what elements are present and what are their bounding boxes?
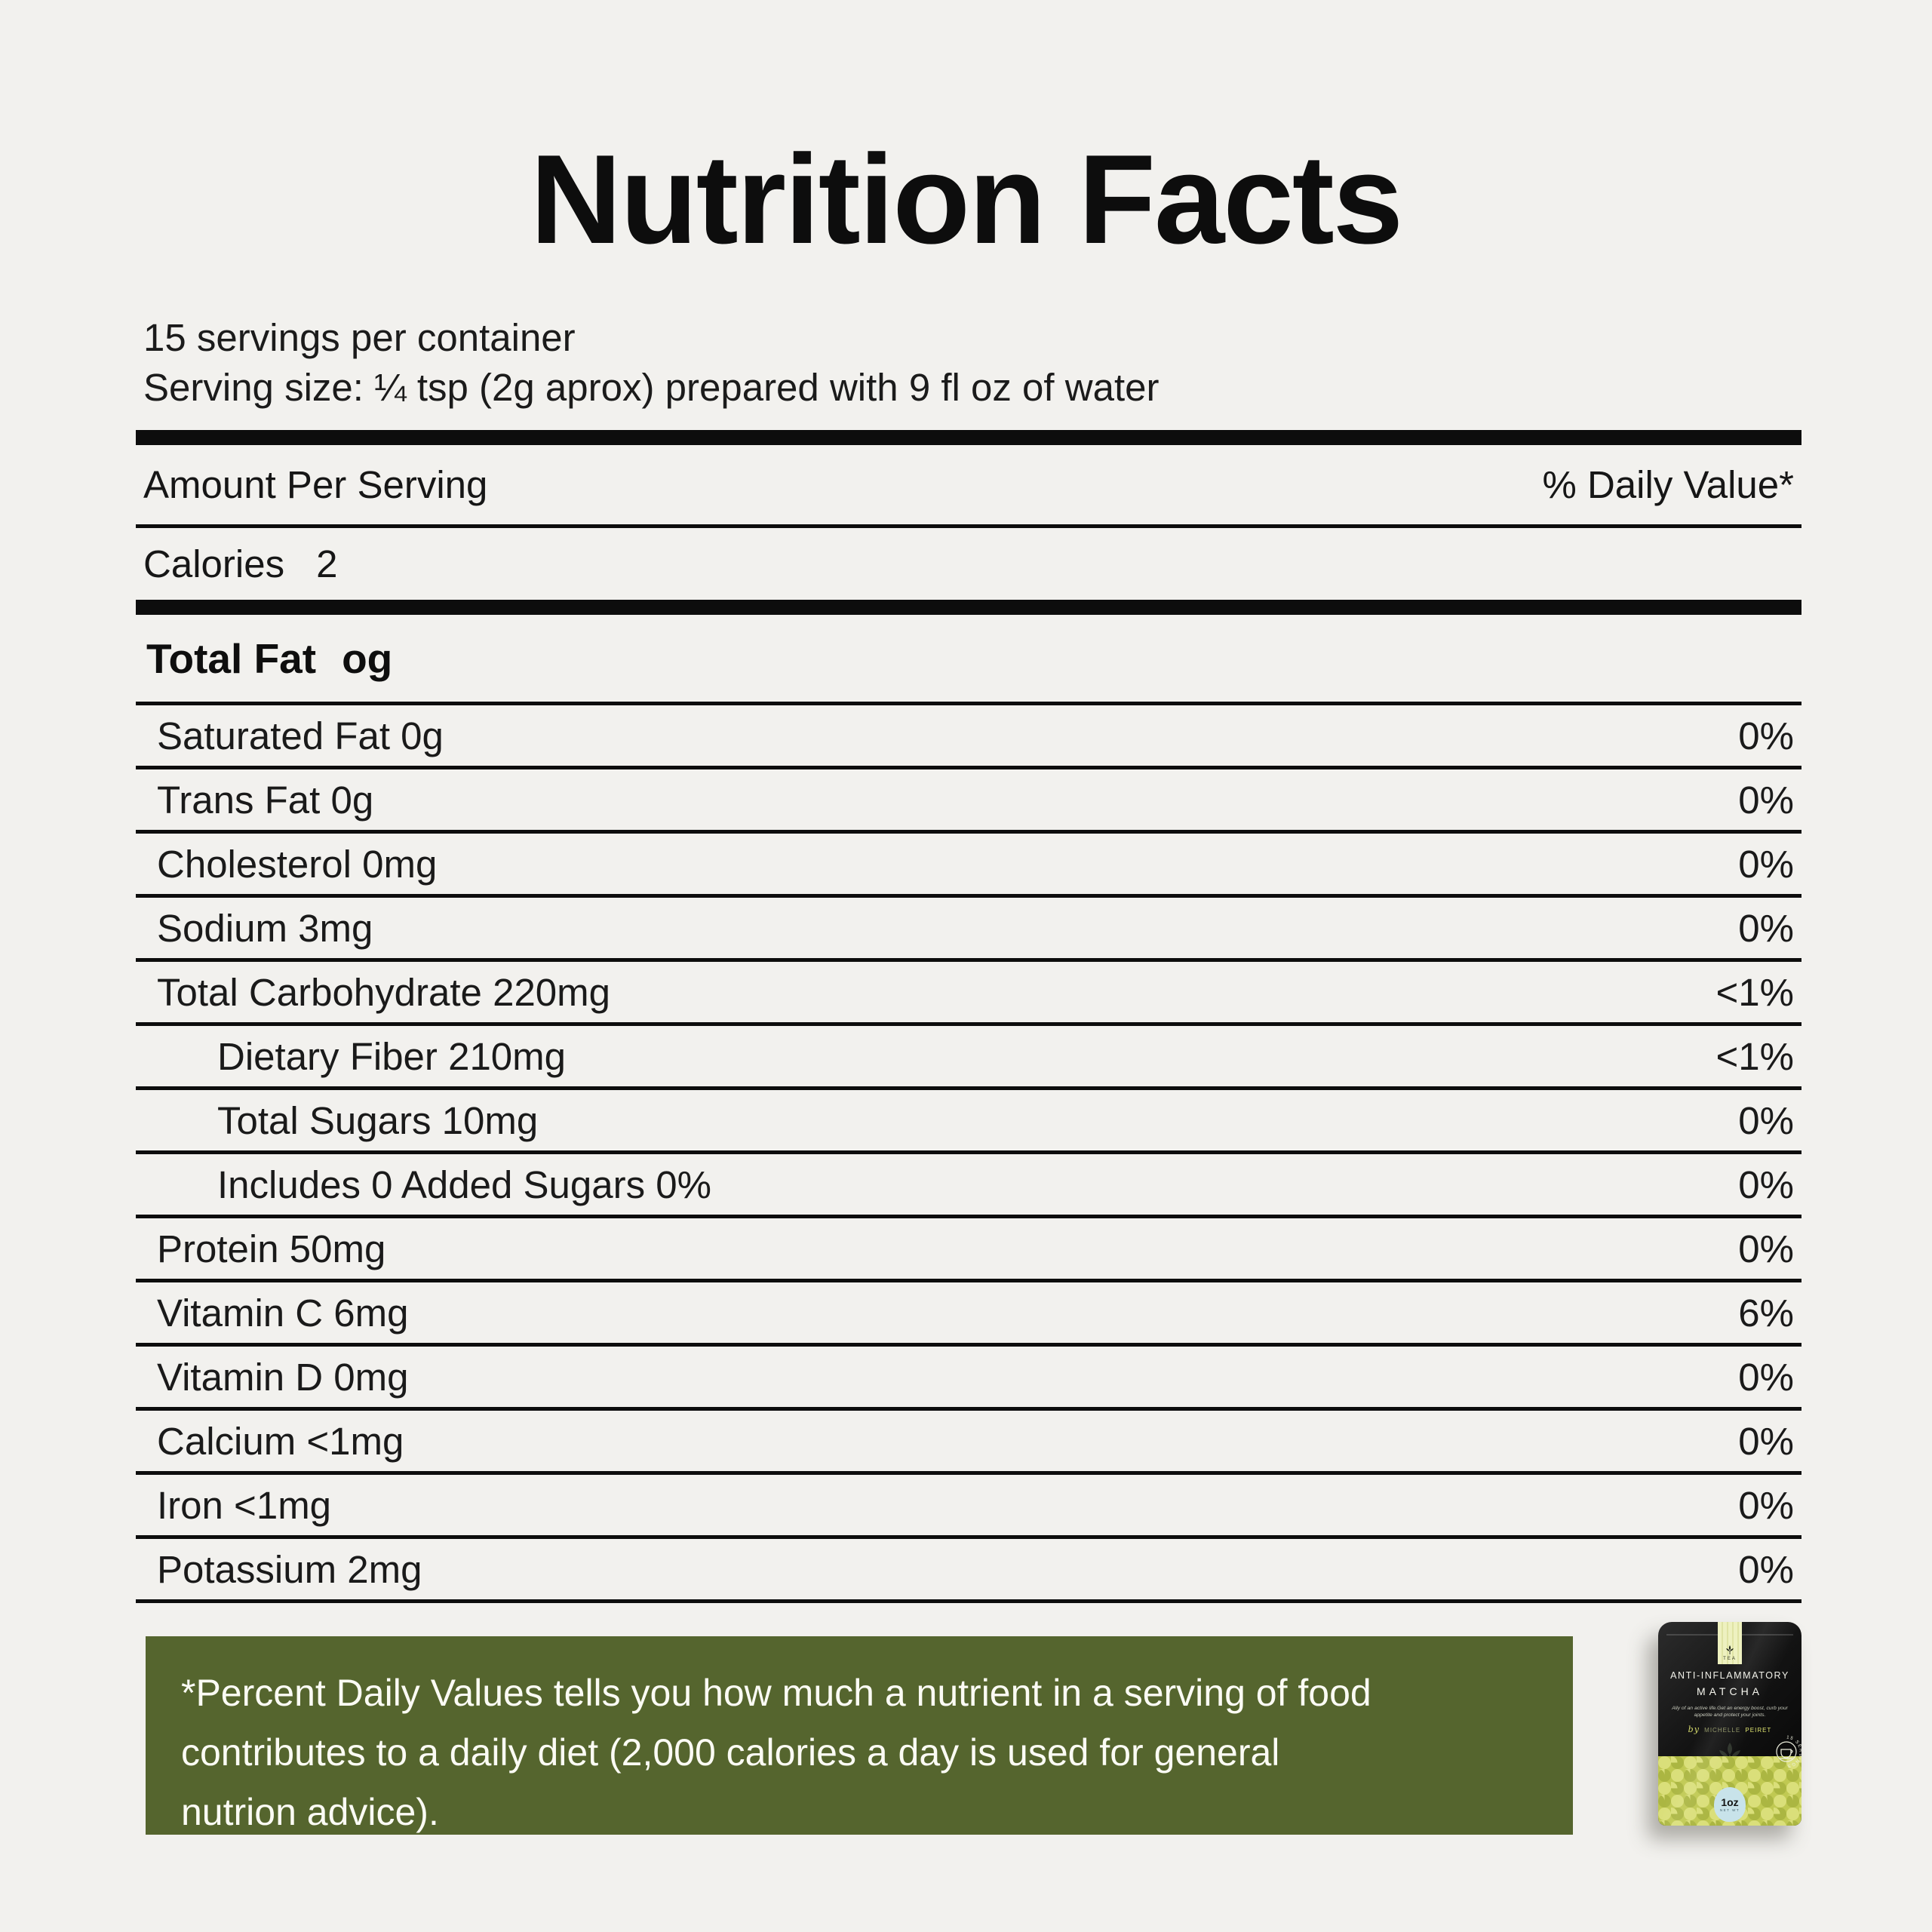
teacup-icon xyxy=(1780,1749,1792,1758)
product-title-line1: ANTI-INFLAMMATORY xyxy=(1670,1670,1789,1681)
row-value: 0% xyxy=(1738,1227,1794,1270)
row-label: Trans Fat 0g xyxy=(157,778,374,822)
total-fat-label: Total Fat xyxy=(146,634,317,682)
product-title-line2: MATCHA xyxy=(1696,1685,1764,1697)
row-value: 0% xyxy=(1738,1098,1794,1142)
net-weight-circle: 1oz NET WT xyxy=(1714,1787,1746,1822)
row-label: Potassium 2mg xyxy=(157,1547,422,1591)
row-value: 0% xyxy=(1738,1163,1794,1206)
table-row-iron: Iron <1mg 0% xyxy=(136,1475,1801,1539)
row-value: <1% xyxy=(1715,1034,1795,1078)
row-value: 0% xyxy=(1738,714,1794,757)
byline-author-last: PEIRET xyxy=(1745,1727,1772,1734)
total-fat-row: Total Fat og xyxy=(136,615,1801,705)
row-label: Vitamin C 6mg xyxy=(157,1291,409,1335)
table-row-calcium: Calcium <1mg 0% xyxy=(136,1411,1801,1475)
row-label: Sodium 3mg xyxy=(157,906,373,950)
weight-unit: NET WT xyxy=(1719,1808,1740,1812)
separator-thick-mid xyxy=(136,600,1801,615)
badge-text: 15 SERVINGS xyxy=(1786,1735,1801,1768)
servings-per-container: 15 servings per container xyxy=(143,316,576,359)
calories-row: Calories 2 xyxy=(136,528,1801,600)
row-label: Iron <1mg xyxy=(157,1483,332,1527)
row-label: Vitamin D 0mg xyxy=(157,1355,409,1399)
product-byline: by MICHELLE PEIRET xyxy=(1658,1725,1801,1734)
table-row-trans-fat: Trans Fat 0g 0% xyxy=(136,769,1801,834)
row-label: Total Sugars 10mg xyxy=(217,1098,539,1142)
svg-text:15 SERVINGS: 15 SERVINGS xyxy=(1786,1735,1801,1768)
row-value: 0% xyxy=(1738,842,1794,886)
table-row-added-sugars: Includes 0 Added Sugars 0% 0% xyxy=(136,1154,1801,1218)
calories-value: 2 xyxy=(316,542,338,585)
table-row-vitamin-d: Vitamin D 0mg 0% xyxy=(136,1347,1801,1411)
servings-badge: 15 SERVINGS xyxy=(1768,1734,1801,1770)
table-row-total-sugars: Total Sugars 10mg 0% xyxy=(136,1090,1801,1154)
footnote-line: contributes to a daily diet (2,000 calor… xyxy=(181,1731,1280,1774)
weight-value: 1oz xyxy=(1721,1796,1739,1808)
table-row-saturated-fat: Saturated Fat 0g 0% xyxy=(136,705,1801,769)
table-row-protein: Protein 50mg 0% xyxy=(136,1218,1801,1282)
pouch-hang-tag: TEA xyxy=(1718,1622,1742,1664)
leaf-watermark-icon xyxy=(1719,1743,1740,1771)
row-value: <1% xyxy=(1715,970,1795,1014)
row-label: Total Carbohydrate 220mg xyxy=(157,970,611,1014)
calories-label: Calories xyxy=(143,542,285,585)
row-value: 0% xyxy=(1738,778,1794,822)
byline-by: by xyxy=(1688,1725,1700,1734)
daily-value-footnote: *Percent Daily Values tells you how much… xyxy=(146,1636,1573,1835)
page-title: Nutrition Facts xyxy=(530,128,1403,270)
product-tagline: Ally of an active life.Get an energy boo… xyxy=(1672,1706,1788,1718)
table-row-total-carbohydrate: Total Carbohydrate 220mg <1% xyxy=(136,962,1801,1026)
amount-per-serving-row: Amount Per Serving % Daily Value* xyxy=(136,445,1801,528)
table-row-potassium: Potassium 2mg 0% xyxy=(136,1539,1801,1603)
byline-author-first: MICHELLE xyxy=(1704,1727,1741,1734)
row-value: 0% xyxy=(1738,1483,1794,1527)
pouch-body: TEA ANTI-INFLAMMATORY MATCHA Ally of an … xyxy=(1658,1622,1801,1826)
table-row-vitamin-c: Vitamin C 6mg 6% xyxy=(136,1282,1801,1347)
row-value: 0% xyxy=(1738,1547,1794,1591)
row-value: 0% xyxy=(1738,1355,1794,1399)
total-fat-value: og xyxy=(342,634,393,682)
row-value: 0% xyxy=(1738,1419,1794,1463)
row-value: 6% xyxy=(1738,1291,1794,1335)
product-pouch-image: TEA ANTI-INFLAMMATORY MATCHA Ally of an … xyxy=(1658,1622,1801,1826)
serving-info: 15 servings per container Serving size: … xyxy=(143,313,1159,413)
row-value: 0% xyxy=(1738,906,1794,950)
table-row-dietary-fiber: Dietary Fiber 210mg <1% xyxy=(136,1026,1801,1090)
nutrient-rows: Saturated Fat 0g 0% Trans Fat 0g 0% Chol… xyxy=(136,705,1801,1603)
footnote-line: nutrion advice). xyxy=(181,1791,439,1833)
row-label: Saturated Fat 0g xyxy=(157,714,444,757)
row-label: Cholesterol 0mg xyxy=(157,842,438,886)
serving-size: Serving size: ¼ tsp (2g aprox) prepared … xyxy=(143,366,1160,409)
table-row-sodium: Sodium 3mg 0% xyxy=(136,898,1801,962)
tea-leaf-icon xyxy=(1726,1645,1734,1654)
row-label: Protein 50mg xyxy=(157,1227,386,1270)
row-label: Dietary Fiber 210mg xyxy=(217,1034,567,1078)
amount-per-serving-label: Amount Per Serving xyxy=(143,463,488,506)
table-row-cholesterol: Cholesterol 0mg 0% xyxy=(136,834,1801,898)
row-label: Includes 0 Added Sugars 0% xyxy=(217,1163,711,1206)
row-label: Calcium <1mg xyxy=(157,1419,404,1463)
tea-tag-label: TEA xyxy=(1723,1657,1737,1661)
separator-thick-top xyxy=(136,430,1801,445)
daily-value-header: % Daily Value* xyxy=(1542,463,1794,506)
footnote-line: *Percent Daily Values tells you how much… xyxy=(181,1672,1371,1714)
